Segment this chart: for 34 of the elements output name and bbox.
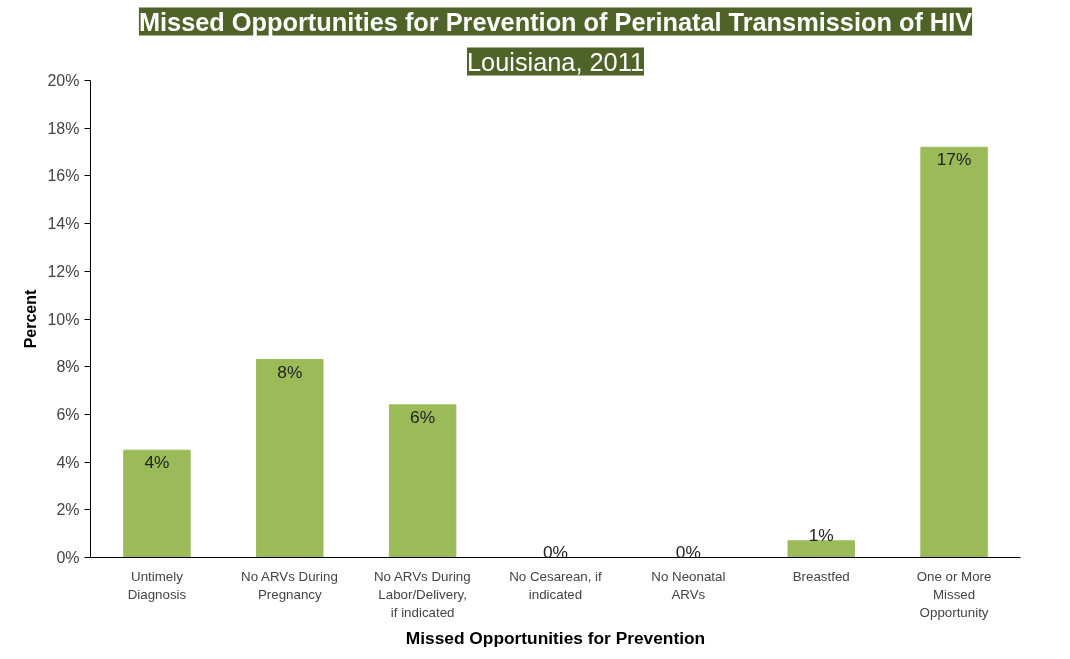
y-tick-label: 12% [47,262,80,280]
bar [388,404,457,558]
y-tick-label: 6% [56,405,80,423]
y-tick-label: 0% [56,549,80,566]
bar [787,540,855,558]
x-axis-title: Missed Opportunities for Prevention [405,627,706,648]
bar [920,146,988,558]
x-tick-label: Breastfed [792,568,850,584]
bar [123,449,191,558]
y-tick-label: 2% [56,501,80,519]
x-tick-label: No ARVs During Labor/Delivery, if indicated [373,568,471,620]
chart-title: Missed Opportunities for Prevention of Perinatal Transmission of HIV [138,7,973,36]
y-tick-label: 18% [47,119,80,137]
data-label: 0% [675,541,701,562]
chart-subtitle: Louisiana, 2011 [467,47,644,76]
data-label: 17% [936,149,972,170]
bar [256,359,324,558]
y-tick-label: 8% [56,358,80,376]
y-tick-label: 20% [47,72,80,89]
data-label: 8% [277,361,303,382]
y-tick-label: 10% [47,310,80,328]
x-tick-label: No ARVs During Pregnancy [241,568,338,602]
x-tick-label: No Neonatal ARVs [651,568,726,602]
data-label: 0% [542,541,569,562]
y-tick-label: 4% [56,453,80,471]
data-label: 4% [144,452,170,473]
y-tick-label: 14% [47,215,80,233]
x-tick-label: One or More Missed Opportunity [916,568,992,620]
x-tick-label: No Cesarean, if indicated [509,568,603,602]
data-label: 1% [808,524,834,545]
y-tick-label: 16% [47,167,80,185]
y-axis-title: Percent [22,288,40,349]
x-tick-label: Untimely Diagnosis [127,568,187,602]
data-label: 6% [410,406,436,427]
